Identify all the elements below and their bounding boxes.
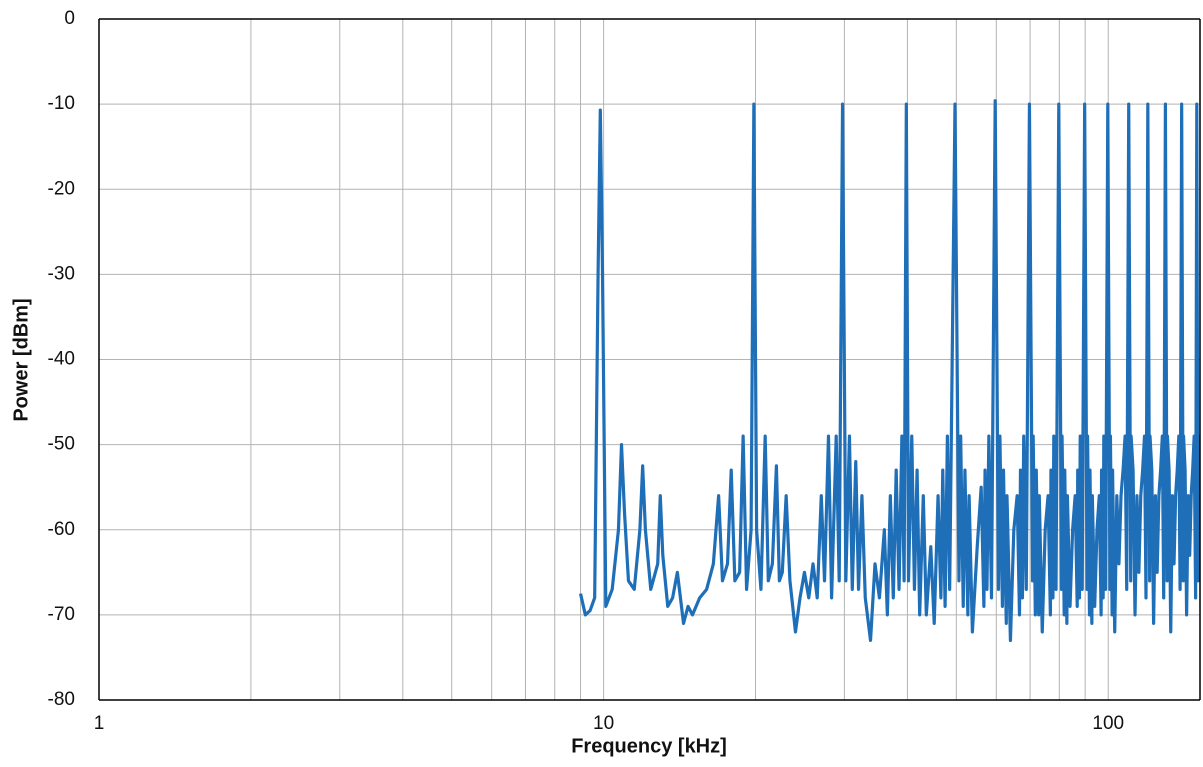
x-tick-label: 100 [1092, 713, 1124, 734]
y-tick-label: -70 [48, 604, 75, 625]
x-axis-label: Frequency [kHz] [571, 735, 727, 757]
plot-area [578, 99, 1200, 643]
y-axis-label: Power [dBm] [10, 298, 32, 421]
y-tick-label: -30 [48, 263, 75, 284]
y-tick-label: -60 [48, 519, 75, 540]
frame [98, 18, 1201, 701]
series-line [578, 99, 1200, 643]
y-tick-label: 0 [64, 8, 75, 29]
y-tick-label: -40 [48, 349, 75, 370]
y-tick-label: -50 [48, 434, 75, 455]
x-tick-label: 1 [94, 713, 105, 734]
y-tick-label: -20 [48, 178, 75, 199]
y-tick-label: -80 [48, 689, 75, 710]
y-tick-label: -10 [48, 93, 75, 114]
x-tick-label: 10 [593, 713, 614, 734]
